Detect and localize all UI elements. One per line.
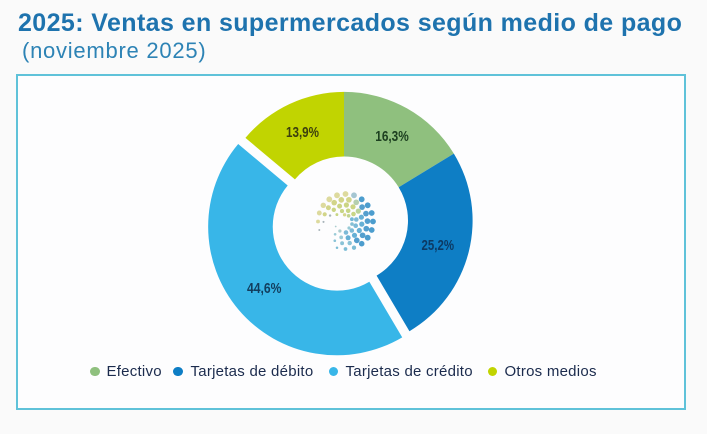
svg-text:44,6%: 44,6% xyxy=(247,280,282,297)
svg-text:13,9%: 13,9% xyxy=(286,124,319,141)
svg-text:16,3%: 16,3% xyxy=(375,128,409,145)
svg-text:25,2%: 25,2% xyxy=(422,237,455,254)
